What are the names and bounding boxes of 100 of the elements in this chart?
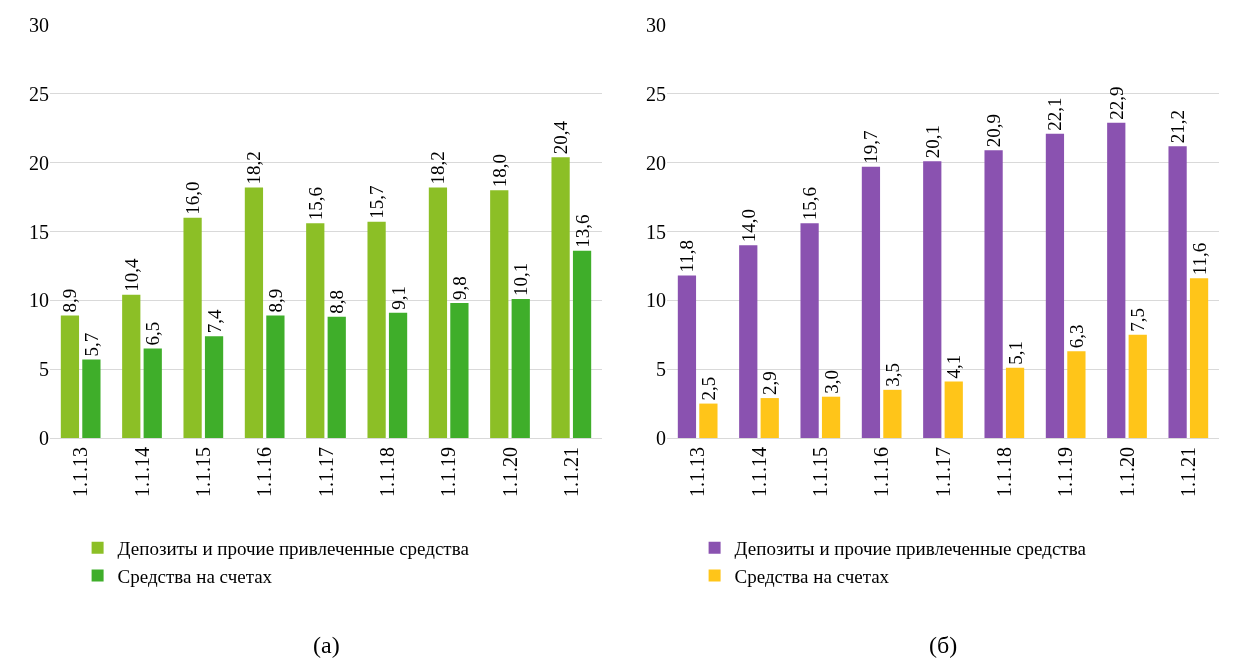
bar: [1045, 133, 1065, 438]
bar: [450, 303, 469, 438]
bar: [1107, 122, 1126, 438]
data-label: 6,3: [1065, 324, 1087, 349]
bar: [551, 157, 570, 438]
data-label: 22,9: [1105, 86, 1127, 120]
bar: [923, 161, 942, 438]
bar: [984, 150, 1003, 438]
x-tick-label: 1.1.19: [437, 447, 460, 497]
bar: [677, 275, 697, 438]
x-tick-label: 1.1.14: [747, 447, 770, 497]
bar: [821, 396, 841, 438]
y-tick-label: 25: [646, 82, 666, 105]
data-label: 18,2: [243, 151, 265, 185]
data-label: 5,7: [80, 332, 102, 357]
bar: [306, 223, 325, 438]
text: (б): [929, 632, 958, 658]
bar: [82, 359, 101, 438]
bar: [861, 166, 881, 438]
data-label: 5,1: [1004, 341, 1026, 365]
data-label: 10,4: [120, 258, 142, 292]
bar: [367, 221, 386, 438]
bar: [1189, 278, 1209, 438]
bar: [143, 348, 162, 438]
bar: [944, 381, 963, 438]
data-label: 6,5: [142, 321, 164, 346]
data-label: 4,1: [943, 354, 965, 379]
y-tick-label: 30: [29, 14, 49, 36]
bar: [183, 217, 202, 438]
x-tick-label: 1.1.17: [931, 447, 954, 497]
data-label: 18,0: [488, 153, 510, 188]
x-tick-label: 1.1.21: [1176, 447, 1199, 497]
x-tick-label: 1.1.18: [375, 447, 398, 497]
bar: [699, 403, 718, 438]
data-label: 2,9: [759, 371, 781, 396]
data-label: 20,9: [983, 114, 1005, 148]
x-tick-label: 1.1.15: [808, 447, 831, 497]
y-tick-label: 0: [39, 427, 49, 449]
bar: [266, 315, 285, 438]
data-label: 9,8: [448, 276, 470, 301]
data-label: 16,0: [182, 181, 204, 215]
bar: [1128, 334, 1147, 438]
x-tick-label: 1.1.16: [870, 447, 893, 497]
data-label: 8,9: [264, 288, 286, 313]
data-label: 20,4: [550, 120, 572, 155]
bar: [122, 294, 141, 438]
data-label: 2,5: [697, 376, 719, 401]
y-tick-label: 30: [646, 14, 666, 36]
x-tick-label: 1.1.19: [1054, 447, 1077, 497]
data-label: 15,7: [366, 185, 388, 219]
data-label: 20,1: [921, 125, 943, 159]
y-tick-label: 15: [646, 220, 666, 243]
data-label: 3,0: [820, 369, 842, 394]
bar: [428, 187, 448, 438]
y-tick-label: 25: [29, 82, 49, 105]
data-label: 7,5: [1127, 308, 1149, 332]
x-tick-label: 1.1.13: [686, 447, 709, 497]
data-label: 8,8: [326, 290, 348, 314]
bar: [490, 190, 509, 438]
data-label: 15,6: [799, 186, 821, 221]
y-tick-label: 15: [29, 220, 49, 243]
y-tick-label: 10: [29, 289, 49, 312]
bar: [883, 389, 902, 438]
x-tick-label: 1.1.14: [130, 447, 153, 497]
data-label: 11,8: [676, 240, 698, 273]
bar: [204, 336, 224, 438]
y-tick-label: 20: [646, 151, 666, 174]
bar: [511, 298, 530, 438]
x-tick-label: 1.1.20: [1115, 447, 1138, 497]
legend-label: Депозиты и прочие привлеченные средства: [734, 538, 1087, 560]
legend-label: Депозиты и прочие привлеченные средства: [117, 538, 470, 560]
x-tick-label: 1.1.13: [69, 447, 92, 497]
bar: [739, 245, 758, 438]
legend-label: Средства на счетах: [117, 565, 273, 587]
data-label: 13,6: [571, 214, 593, 248]
data-label: 11,6: [1188, 242, 1210, 276]
y-tick-label: 5: [656, 358, 666, 381]
data-label: 15,6: [304, 186, 326, 221]
data-label: 14,0: [737, 209, 759, 243]
bar: [1005, 367, 1025, 438]
bar: [760, 398, 779, 438]
bar: [1168, 146, 1187, 438]
bar: [1067, 351, 1086, 438]
y-tick-label: 10: [646, 289, 666, 312]
bar: [388, 312, 408, 438]
x-tick-label: 1.1.16: [253, 447, 276, 497]
legend-label: Средства на счетах: [734, 565, 890, 587]
y-tick-label: 20: [29, 151, 49, 174]
bar: [244, 187, 264, 438]
x-tick-label: 1.1.21: [559, 447, 582, 497]
bar: [60, 315, 80, 438]
data-label: 21,2: [1167, 109, 1189, 144]
bar: [327, 316, 346, 438]
data-label: 10,1: [510, 262, 532, 296]
text: (а): [313, 632, 340, 658]
data-label: 9,1: [387, 285, 409, 310]
data-label: 7,4: [203, 308, 225, 334]
data-label: 18,2: [427, 151, 449, 185]
data-label: 19,7: [860, 130, 882, 164]
data-label: 22,1: [1044, 97, 1066, 131]
